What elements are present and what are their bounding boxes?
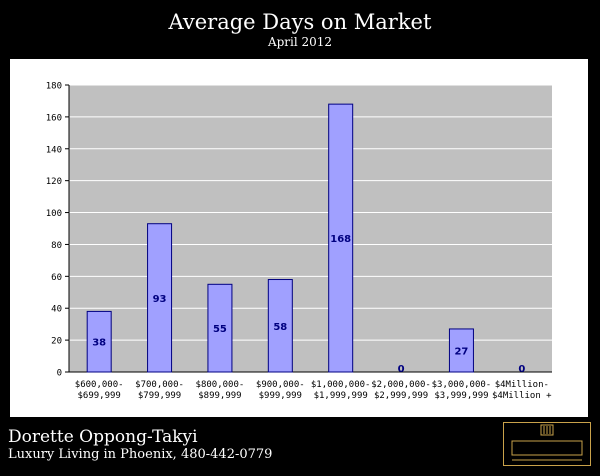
bar	[86, 310, 112, 373]
y-tick-label: 100	[46, 209, 62, 219]
data-label: 93	[153, 294, 167, 305]
x-tick-label: $2,000,000-	[371, 380, 431, 390]
x-tick-label: $1,000,000-	[311, 380, 371, 390]
chart-title: Average Days on Market	[168, 10, 432, 34]
institute-logo	[503, 422, 591, 466]
x-tick-label: $999,999	[259, 391, 302, 401]
x-tick-label: $3,999,999	[434, 391, 488, 401]
bar	[448, 328, 474, 373]
x-tick-label: $600,000-	[75, 380, 124, 390]
chart-header: Average Days on Market April 2012	[0, 0, 600, 56]
data-label: 58	[273, 322, 287, 333]
x-tick-label: $1,999,999	[314, 391, 368, 401]
bar	[207, 283, 233, 373]
y-tick-label: 140	[46, 145, 62, 155]
footer: Dorette Oppong-Takyi Luxury Living in Ph…	[0, 420, 600, 476]
data-label: 0	[518, 364, 525, 375]
chart-frame: 0 20 40 60 80 100 120 140 160 180 38 $600,000- $699,…	[10, 59, 588, 417]
y-tick-label: 20	[51, 337, 62, 347]
x-tick-label: $4Million-	[495, 380, 549, 390]
x-tick-label: $899,999	[198, 391, 241, 401]
x-tick-label: $799,999	[138, 391, 181, 401]
y-tick-label: 80	[51, 241, 62, 251]
agent-name: Dorette Oppong-Takyi	[8, 427, 198, 447]
x-tick-label: $700,000-	[135, 380, 184, 390]
y-tick-label: 40	[51, 305, 62, 315]
x-tick-label: $900,000-	[256, 380, 305, 390]
x-tick-label: $3,000,000-	[432, 380, 492, 390]
bar-chart: 0 20 40 60 80 100 120 140 160 180 38 $600,000-$699,…	[46, 82, 552, 402]
data-label: 55	[213, 324, 227, 335]
data-label: 0	[398, 364, 405, 375]
x-tick-label: $2,999,999	[374, 391, 428, 401]
agent-tagline: Luxury Living in Phoenix, 480-442-0779	[8, 447, 273, 462]
y-tick-label: 160	[46, 113, 62, 123]
plot-area	[69, 85, 552, 372]
chart-subtitle: April 2012	[267, 35, 333, 49]
x-tick-label: $4Million +	[492, 391, 552, 401]
y-tick-label: 180	[46, 82, 62, 92]
data-label: 168	[330, 234, 351, 245]
y-tick-label: 0	[57, 369, 62, 379]
bar	[328, 103, 354, 373]
y-tick-label: 60	[51, 273, 62, 283]
x-tick-label: $800,000-	[196, 380, 245, 390]
y-tick-label: 120	[46, 177, 62, 187]
bar	[147, 223, 173, 373]
data-label: 27	[454, 346, 468, 357]
bar	[267, 279, 293, 373]
x-tick-label: $699,999	[78, 391, 121, 401]
data-label: 38	[92, 338, 106, 349]
